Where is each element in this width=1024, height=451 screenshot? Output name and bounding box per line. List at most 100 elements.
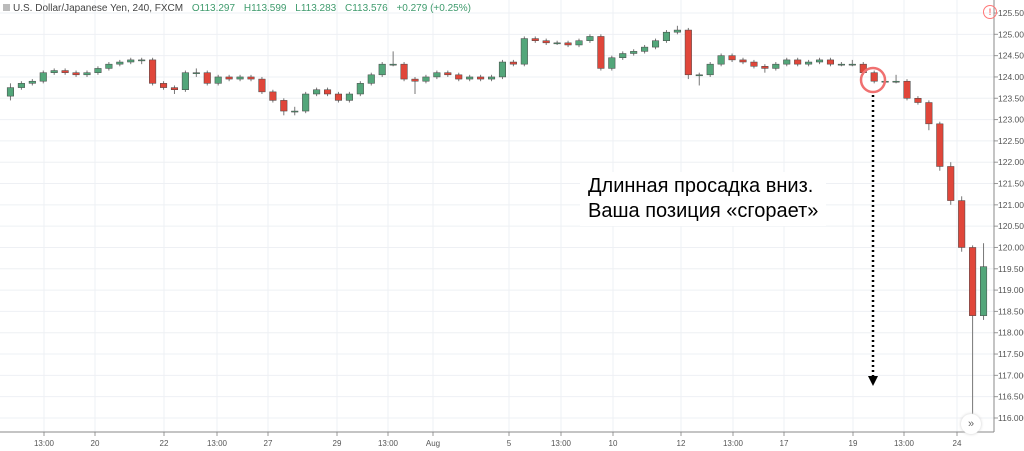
candle-body <box>127 59 135 63</box>
candle-body <box>313 89 321 95</box>
x-tick-label: 17 <box>780 439 789 448</box>
candle-body <box>695 74 703 77</box>
close-value: C113.576 <box>345 3 388 14</box>
candle-body <box>761 66 769 69</box>
candle-body <box>455 74 463 80</box>
candle-body <box>936 123 944 167</box>
x-tick-label: 13:00 <box>723 439 744 448</box>
y-tick-label: 123.000 <box>998 115 1024 125</box>
y-tick-label: 120.000 <box>998 242 1024 252</box>
candle-body <box>116 61 124 65</box>
candle-body <box>958 200 966 248</box>
candle-body <box>225 76 233 80</box>
high-value: H113.599 <box>243 3 287 14</box>
candle-body <box>422 76 430 82</box>
candle-body <box>389 63 397 66</box>
candle-body <box>542 40 550 44</box>
candle-body <box>575 40 583 46</box>
y-tick-label: 121.000 <box>998 200 1024 210</box>
y-tick-label: 118.500 <box>998 306 1024 316</box>
open-value: O113.297 <box>191 3 236 14</box>
candle-body <box>181 72 189 90</box>
candle-body <box>291 110 299 113</box>
candle-body <box>334 93 342 101</box>
x-tick-label: 13:00 <box>378 439 399 448</box>
highlight-circle <box>859 66 887 94</box>
candle-body <box>837 63 845 66</box>
candle-body <box>969 247 977 316</box>
x-tick-label: 29 <box>333 439 342 448</box>
y-tick-label: 124.000 <box>998 72 1024 82</box>
symbol-icon <box>3 4 10 11</box>
annotation-line-1: Длинная просадка вниз. <box>588 175 814 197</box>
candle-body <box>914 98 922 103</box>
candle-body <box>302 93 310 112</box>
x-tick-label: 5 <box>507 439 512 448</box>
candle-body <box>433 72 441 78</box>
candle-body <box>816 59 824 63</box>
y-tick-label: 118.000 <box>998 328 1024 338</box>
candle-body <box>509 61 517 65</box>
y-tick-label: 119.500 <box>998 264 1024 274</box>
x-tick-label: 20 <box>91 439 100 448</box>
y-tick-label: 123.500 <box>998 93 1024 103</box>
scroll-to-realtime-button[interactable]: » <box>961 414 981 434</box>
candle-body <box>61 70 69 73</box>
candle-body <box>236 76 244 80</box>
candle-body <box>269 91 277 101</box>
change-value: +0.279 (+0.25%) <box>396 3 471 14</box>
candle-body <box>466 76 474 80</box>
y-tick-label: 120.500 <box>998 221 1024 231</box>
y-tick-label: 119.000 <box>998 285 1024 295</box>
candle-body <box>903 80 911 99</box>
x-tick-label: Aug <box>426 439 440 448</box>
y-tick-label: 117.000 <box>998 370 1024 380</box>
y-tick-label: 121.500 <box>998 179 1024 189</box>
candle-body <box>258 78 266 93</box>
x-tick-label: 13:00 <box>207 439 228 448</box>
candle-body <box>619 53 627 59</box>
y-tick-label: 122.500 <box>998 136 1024 146</box>
candle-body <box>520 38 528 65</box>
x-tick-label: 13:00 <box>34 439 55 448</box>
candle-body <box>170 87 178 90</box>
candle-body <box>203 72 211 84</box>
x-tick-label: 27 <box>264 439 273 448</box>
x-tick-label: 22 <box>160 439 169 448</box>
candle-body <box>739 59 747 63</box>
x-tick-label: 24 <box>953 439 962 448</box>
candle-body <box>980 266 988 316</box>
candle-body <box>378 63 386 76</box>
candle-body <box>794 59 802 65</box>
candle-body <box>17 83 25 88</box>
candle-body <box>356 83 364 95</box>
candle-body <box>531 38 539 41</box>
symbol-title[interactable]: U.S. Dollar/Japanese Yen, 240, FXCM <box>13 3 184 14</box>
candle-body <box>641 46 649 52</box>
y-tick-label: 122.000 <box>998 157 1024 167</box>
candle-body <box>411 78 419 82</box>
annotation-line-2: Ваша позиция «сгорает» <box>588 200 819 222</box>
y-tick-label: 116.500 <box>998 392 1024 402</box>
candle-body <box>630 51 638 54</box>
warning-icon[interactable]: ! <box>983 5 997 19</box>
low-value: L113.283 <box>295 3 337 14</box>
candle-body <box>477 76 485 80</box>
candle-body <box>684 29 692 76</box>
candle-body <box>488 76 496 80</box>
candle-body <box>947 166 955 201</box>
candle-body <box>400 63 408 80</box>
candle-body <box>564 42 572 46</box>
candle-body <box>728 55 736 61</box>
candle-body <box>345 93 353 101</box>
candle-body <box>6 87 14 97</box>
candle-body <box>772 63 780 69</box>
candle-body <box>324 89 332 95</box>
candle-body <box>192 72 200 74</box>
candle-body <box>706 63 714 76</box>
candle-body <box>848 63 856 66</box>
y-tick-label: 124.500 <box>998 51 1024 61</box>
y-tick-label: 116.000 <box>998 413 1024 423</box>
candle-body <box>444 72 452 76</box>
